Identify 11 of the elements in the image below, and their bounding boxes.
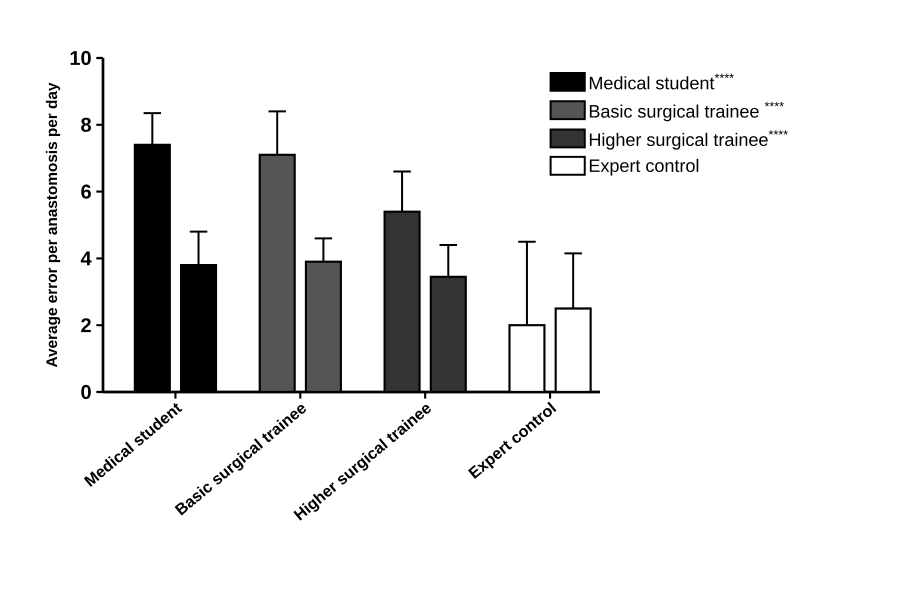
legend-label: Basic surgical trainee $^{****}$ xyxy=(590,102,784,122)
y-tick-label: 6 xyxy=(81,184,91,199)
legend-label: Expert control xyxy=(590,158,698,176)
y-tick-label: 10 xyxy=(70,50,91,66)
y-axis-title: Average error per anastomosis per day xyxy=(46,82,60,368)
legend-label: Higher surgical trainee$^{****}$ xyxy=(590,130,788,150)
y-tick-label: 4 xyxy=(80,252,92,266)
y-tick-label: 8 xyxy=(81,118,91,132)
y-tick-label: 0 xyxy=(81,384,91,400)
legend-label: Medical student$^{****}$ xyxy=(590,74,734,90)
y-tick-label: 2 xyxy=(81,318,91,332)
